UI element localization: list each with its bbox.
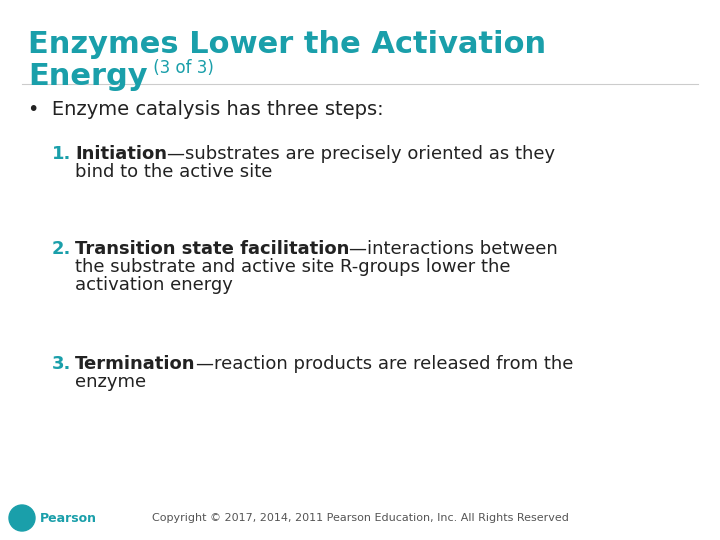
Text: 2.: 2. (52, 240, 71, 258)
Text: Pearson: Pearson (40, 511, 97, 524)
Text: enzyme: enzyme (75, 373, 146, 391)
Text: Termination: Termination (75, 355, 196, 373)
Text: the substrate and active site R-groups lower the: the substrate and active site R-groups l… (75, 258, 510, 276)
Text: —interactions between: —interactions between (349, 240, 558, 258)
Circle shape (9, 505, 35, 531)
Text: 1.: 1. (52, 145, 71, 163)
Text: Copyright © 2017, 2014, 2011 Pearson Education, Inc. All Rights Reserved: Copyright © 2017, 2014, 2011 Pearson Edu… (152, 513, 568, 523)
Text: Transition state facilitation: Transition state facilitation (75, 240, 349, 258)
Text: —reaction products are released from the: —reaction products are released from the (196, 355, 573, 373)
Text: Initiation: Initiation (75, 145, 167, 163)
Text: •  Enzyme catalysis has three steps:: • Enzyme catalysis has three steps: (28, 100, 384, 119)
Text: (3 of 3): (3 of 3) (148, 59, 214, 77)
Text: —substrates are precisely oriented as they: —substrates are precisely oriented as th… (167, 145, 555, 163)
Text: bind to the active site: bind to the active site (75, 163, 272, 181)
Text: 3.: 3. (52, 355, 71, 373)
Text: Energy: Energy (28, 62, 148, 91)
Text: p: p (17, 510, 27, 525)
Text: activation energy: activation energy (75, 276, 233, 294)
Text: Enzymes Lower the Activation: Enzymes Lower the Activation (28, 30, 546, 59)
